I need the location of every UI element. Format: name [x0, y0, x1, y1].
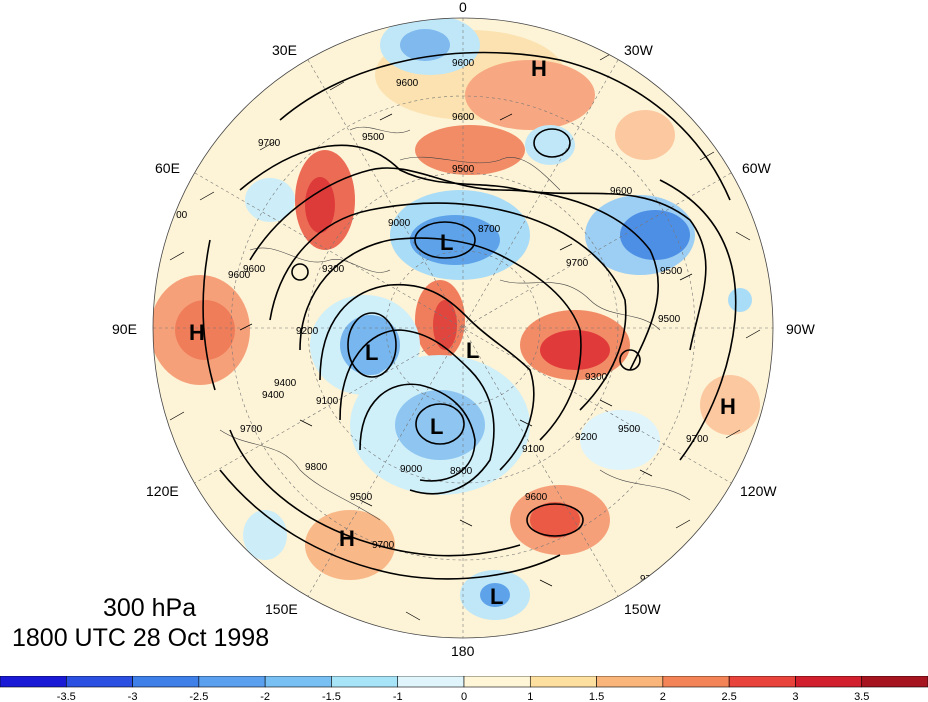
contour-label: 9000	[388, 218, 411, 229]
colorbar-swatch	[728, 676, 796, 688]
contour-label: 9800	[305, 462, 328, 473]
colorbar-swatch	[463, 676, 531, 688]
high-center-marker: H	[531, 56, 547, 81]
contour-label: 9700	[258, 138, 281, 149]
contour-label: 9700	[686, 434, 709, 445]
colorbar-tick-label: -1	[393, 691, 403, 702]
meridian-label-0: 0	[459, 0, 467, 15]
contour-label: 8900	[450, 466, 473, 477]
contour-label: 9100	[316, 396, 339, 407]
map-disk-outline	[152, 17, 774, 639]
colorbar-tick-label: 2	[660, 691, 666, 702]
colorbar-swatch	[0, 676, 67, 688]
polar-stereographic-map: 9600 9600 9500 9600 9500 9700 9700 9600 …	[112, 0, 816, 659]
coastlines	[219, 126, 691, 521]
contour-label: 9700	[640, 574, 663, 585]
high-center-marker: H	[720, 394, 736, 419]
contour-label: 9500	[350, 492, 373, 503]
colorbar-tick-label: 2.5	[721, 691, 736, 702]
colorbar-swatch	[596, 676, 664, 688]
contour-label: 9500	[618, 424, 641, 435]
contour-label: 9700	[372, 540, 395, 551]
meridian-label-120e: 120E	[146, 483, 179, 499]
high-center-marker: H	[189, 320, 205, 345]
contour-label: 9700	[566, 258, 589, 269]
colorbar-tick-label: 3.5	[854, 691, 869, 702]
colorbar-swatch	[662, 676, 730, 688]
meridian-label-60e: 60E	[155, 160, 180, 176]
contour-labels: 9600 9600 9500 9600 9500 9700 9700 9600 …	[165, 58, 709, 585]
contour-label: 9500	[658, 314, 681, 325]
map-title-valid-time: 1800 UTC 28 Oct 1998	[12, 624, 270, 652]
contour-label: 9700	[165, 210, 188, 221]
contour-label: 9600	[243, 264, 266, 275]
colorbar-tick-label: -2.5	[189, 691, 208, 702]
colorbar-swatch	[795, 676, 863, 688]
colorbar-tick-label: -3.5	[57, 691, 76, 702]
low-center-marker: L	[440, 230, 453, 255]
colorbar-swatch	[397, 676, 465, 688]
colorbar-swatch	[264, 676, 332, 688]
meridian-labels: 0 30W 60W 90W 120W 150W 180 150E 120E 90…	[112, 0, 816, 659]
low-center-marker: L	[490, 584, 503, 609]
colorbar-tick-label: 3	[792, 691, 798, 702]
contour-label: 9300	[585, 372, 608, 383]
meridian-label-150w: 150W	[624, 601, 661, 617]
colorbar: -3.5 -3 -2.5 -2 -1.5 -1 0 1 1.5 2 2.5 3 3.5	[0, 676, 928, 702]
colorbar-swatch	[331, 676, 399, 688]
map-title-level: 300 hPa	[103, 594, 197, 622]
high-center-marker: H	[339, 526, 355, 551]
contour-label: 9600	[610, 186, 633, 197]
contour-label: 9200	[296, 326, 319, 337]
colorbar-swatch	[198, 676, 266, 688]
low-center-marker: L	[365, 340, 378, 365]
contour-label: 9700	[240, 424, 263, 435]
low-center-marker: L	[466, 338, 479, 363]
colorbar-tick-label: 1.5	[589, 691, 604, 702]
meridian-label-150e: 150E	[265, 601, 298, 617]
contour-label: 9400	[274, 378, 297, 389]
colorbar-swatch	[132, 676, 200, 688]
contour-label: 9400	[262, 390, 285, 401]
contour-label: 9600	[228, 270, 251, 281]
contour-label: 9500	[362, 132, 385, 143]
contour-label: 9500	[452, 164, 475, 175]
contour-label: 9600	[452, 112, 475, 123]
colorbar-tick-label: 1	[527, 691, 533, 702]
contour-label: 9600	[396, 78, 419, 89]
contour-label: 8700	[478, 224, 501, 235]
colorbar-tick-label: -2	[260, 691, 270, 702]
anomaly-shading	[153, 18, 760, 620]
contour-label: 9600	[452, 58, 475, 69]
meridian-label-120w: 120W	[740, 483, 777, 499]
meridian-label-30w: 30W	[624, 42, 654, 58]
contour-label: 9500	[660, 266, 683, 277]
contour-label: 9300	[322, 264, 345, 275]
colorbar-tick-label: -3	[128, 691, 138, 702]
contour-label: 9600	[525, 492, 548, 503]
colorbar-swatch	[65, 676, 133, 688]
contour-label: 9200	[575, 432, 598, 443]
contour-label: 9000	[400, 464, 423, 475]
contour-label: 9100	[522, 444, 545, 455]
colorbar-swatch	[861, 676, 928, 688]
meridian-label-60w: 60W	[742, 160, 772, 176]
low-center-marker: L	[430, 414, 443, 439]
meridian-label-90e: 90E	[112, 321, 137, 337]
pressure-centers: H L L L L H H H L	[189, 56, 736, 609]
meridian-label-180: 180	[451, 643, 475, 659]
meridian-label-90w: 90W	[786, 321, 816, 337]
colorbar-swatch	[529, 676, 597, 688]
colorbar-tick-label: 0	[461, 691, 467, 702]
height-contours	[202, 51, 737, 580]
colorbar-tick-label: -1.5	[322, 691, 341, 702]
colorbar-swatches	[0, 676, 928, 688]
colorbar-tick-labels: -3.5 -3 -2.5 -2 -1.5 -1 0 1 1.5 2 2.5 3 3.5	[57, 691, 870, 702]
meridian-label-30e: 30E	[272, 42, 297, 58]
